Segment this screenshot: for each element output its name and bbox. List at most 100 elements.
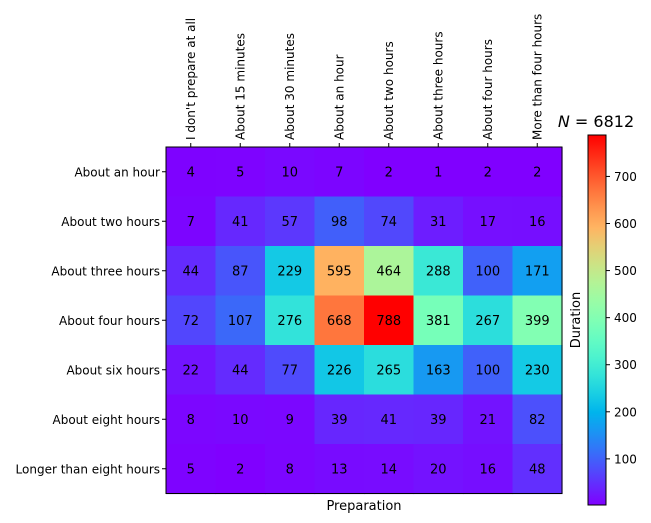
- heatmap-cell: [512, 295, 563, 346]
- y-tick-label: About three hours: [51, 264, 160, 278]
- y-tick-label: Longer than eight hours: [16, 462, 160, 476]
- cell-value-label: 16: [529, 215, 546, 230]
- cell-value-label: 230: [525, 363, 550, 378]
- y-tick-label: About six hours: [66, 363, 160, 377]
- cell-value-label: 100: [475, 264, 500, 279]
- cell-value-label: 229: [277, 264, 302, 279]
- cell-value-label: 265: [376, 363, 401, 378]
- cell-value-label: 41: [232, 215, 249, 230]
- heatmap-cell: [166, 394, 217, 445]
- heatmap-cells: [166, 147, 563, 495]
- heatmap-cell: [314, 295, 365, 346]
- cell-value-label: 2: [236, 462, 244, 477]
- heatmap-cell: [166, 295, 217, 346]
- heatmap-cell: [215, 345, 266, 396]
- colorbar-ticks: 100 200 300 400 500 600 700: [606, 170, 637, 466]
- heatmap-cell: [463, 295, 514, 346]
- cell-value-label: 31: [430, 215, 447, 230]
- cell-value-label: 21: [479, 413, 496, 428]
- cell-value-label: 48: [529, 462, 546, 477]
- x-tick-label: About four hours: [481, 39, 495, 140]
- heatmap-cell: [215, 444, 266, 495]
- colorbar-label: Duration: [569, 292, 584, 348]
- cell-value-label: 39: [430, 413, 447, 428]
- heatmap-cell: [314, 394, 365, 445]
- heatmap-cell: [364, 246, 415, 297]
- heatmap-cell: [413, 394, 464, 445]
- cell-value-label: 8: [286, 462, 294, 477]
- x-tick-label: About an hour: [332, 54, 346, 140]
- heatmap-cell: [463, 246, 514, 297]
- heatmap-cell: [265, 394, 316, 445]
- heatmap-cell: [265, 147, 316, 198]
- cell-value-label: 8: [187, 413, 195, 428]
- cell-value-label: 10: [232, 413, 249, 428]
- heatmap-cell: [413, 196, 464, 247]
- y-tick-label: About two hours: [61, 215, 160, 229]
- cell-value-label: 87: [232, 264, 249, 279]
- colorbar-tick-label: 200: [614, 405, 637, 419]
- y-axis-ticks: About an hour About two hours About three …: [16, 165, 166, 476]
- cell-value-label: 2: [385, 165, 393, 180]
- heatmap-cell: [364, 345, 415, 396]
- y-tick-label: About eight hours: [53, 413, 161, 427]
- cell-value-label: 267: [475, 314, 500, 329]
- x-axis-label: Preparation: [326, 499, 401, 514]
- cell-value-label: 44: [232, 363, 249, 378]
- heatmap-cell: [463, 147, 514, 198]
- heatmap-cell: [364, 295, 415, 346]
- heatmap-cell: [314, 246, 365, 297]
- cell-value-label: 13: [331, 462, 348, 477]
- heatmap-cell: [265, 444, 316, 495]
- colorbar: [587, 134, 607, 506]
- cell-value-label: 276: [277, 314, 302, 329]
- cell-value-label: 100: [475, 363, 500, 378]
- cell-value-label: 226: [327, 363, 352, 378]
- heatmap-cell: [314, 147, 365, 198]
- heatmap-cell: [413, 444, 464, 495]
- heatmap-cell: [413, 345, 464, 396]
- heatmap-cell: [215, 394, 266, 445]
- heatmap-cell: [463, 196, 514, 247]
- x-tick-label: About three hours: [431, 31, 445, 140]
- cell-value-label: 77: [281, 363, 298, 378]
- x-tick-label: About two hours: [382, 41, 396, 140]
- cell-value-label: 57: [281, 215, 298, 230]
- x-tick-label: About 15 minutes: [233, 33, 247, 140]
- colorbar-tick-label: 100: [614, 452, 637, 466]
- cell-value-label: 17: [479, 215, 496, 230]
- heatmap-cell: [512, 147, 563, 198]
- heatmap-cell: [512, 394, 563, 445]
- cell-value-label: 10: [281, 165, 298, 180]
- colorbar-tick-label: 500: [614, 264, 637, 278]
- heatmap-cell: [463, 394, 514, 445]
- cell-value-label: 5: [236, 165, 244, 180]
- cell-value-label: 2: [484, 165, 492, 180]
- heatmap-cell: [265, 295, 316, 346]
- heatmap-cell: [166, 246, 217, 297]
- cell-value-label: 788: [376, 314, 401, 329]
- heatmap-cell: [166, 147, 217, 198]
- cell-value-label: 668: [327, 314, 352, 329]
- cell-value-label: 7: [335, 165, 343, 180]
- title-symbol: N: [558, 112, 570, 131]
- heatmap-cell: [364, 394, 415, 445]
- heatmap-cell: [413, 147, 464, 198]
- heatmap-cell: [512, 246, 563, 297]
- cell-value-label: 22: [182, 363, 199, 378]
- heatmap-cell: [215, 196, 266, 247]
- heatmap-cell: [463, 444, 514, 495]
- heatmap-cell: [166, 345, 217, 396]
- heatmap-cell: [314, 196, 365, 247]
- cell-value-label: 2: [533, 165, 541, 180]
- colorbar-tick-label: 300: [614, 358, 637, 372]
- cell-value-label: 4: [187, 165, 195, 180]
- heatmap-cell: [265, 196, 316, 247]
- cell-value-label: 107: [228, 314, 253, 329]
- x-tick-label: More than four hours: [530, 14, 544, 140]
- heatmap-cell: [364, 196, 415, 247]
- cell-value-label: 20: [430, 462, 447, 477]
- colorbar-tick-label: 400: [614, 311, 637, 325]
- title-value: 6812: [593, 112, 634, 131]
